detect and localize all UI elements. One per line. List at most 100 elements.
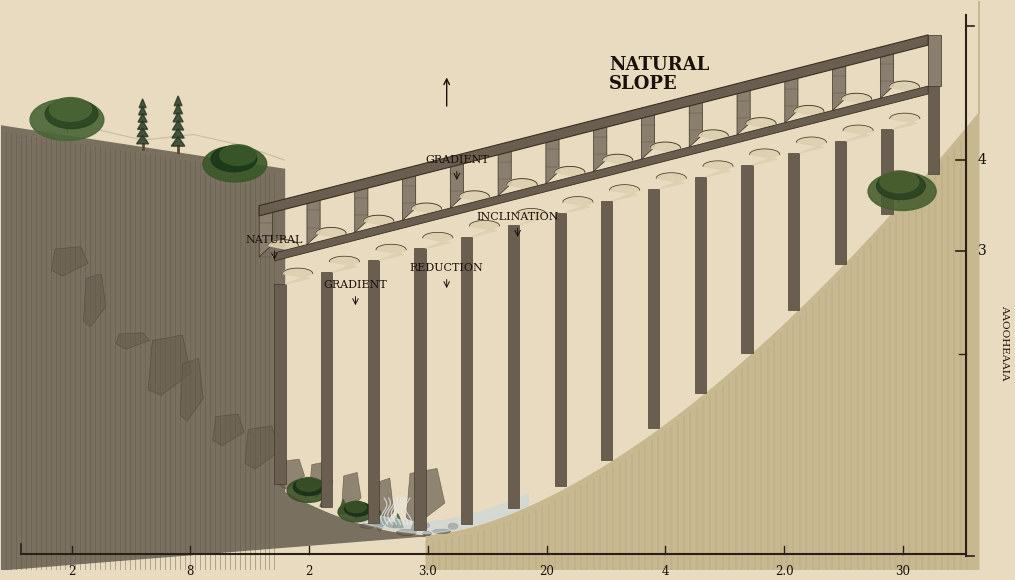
Circle shape: [219, 145, 256, 165]
Text: GRADIENT: GRADIENT: [324, 280, 388, 290]
Polygon shape: [139, 99, 146, 108]
Ellipse shape: [414, 522, 429, 529]
Polygon shape: [657, 173, 686, 189]
Text: 2: 2: [68, 566, 75, 578]
Polygon shape: [498, 144, 512, 196]
Circle shape: [868, 172, 936, 211]
Polygon shape: [259, 205, 272, 257]
Polygon shape: [609, 184, 639, 201]
Circle shape: [50, 97, 91, 121]
Polygon shape: [342, 472, 361, 514]
Ellipse shape: [432, 529, 451, 534]
Polygon shape: [310, 462, 333, 498]
Polygon shape: [375, 510, 385, 524]
Polygon shape: [881, 129, 892, 214]
Text: NATURAL
SLOPE: NATURAL SLOPE: [609, 56, 709, 93]
Circle shape: [30, 99, 104, 140]
Polygon shape: [411, 516, 421, 530]
Polygon shape: [354, 181, 367, 233]
Polygon shape: [689, 96, 702, 147]
Polygon shape: [451, 157, 464, 208]
Polygon shape: [338, 499, 348, 513]
Polygon shape: [212, 414, 245, 445]
Polygon shape: [602, 154, 632, 172]
Text: 4: 4: [662, 566, 669, 578]
Polygon shape: [245, 426, 279, 469]
Polygon shape: [422, 233, 453, 248]
Polygon shape: [797, 137, 826, 153]
Polygon shape: [834, 141, 845, 264]
Polygon shape: [737, 84, 750, 135]
Circle shape: [287, 478, 330, 502]
Polygon shape: [880, 47, 893, 98]
Text: 30: 30: [895, 566, 910, 578]
Circle shape: [293, 478, 324, 495]
Circle shape: [345, 502, 369, 516]
Polygon shape: [788, 153, 799, 310]
Circle shape: [211, 146, 257, 172]
Text: 8: 8: [187, 566, 194, 578]
Polygon shape: [1, 126, 426, 570]
Polygon shape: [181, 358, 203, 421]
Polygon shape: [363, 215, 394, 233]
Circle shape: [46, 99, 97, 129]
Ellipse shape: [360, 523, 377, 528]
Polygon shape: [274, 284, 285, 484]
Polygon shape: [329, 256, 359, 273]
Circle shape: [346, 501, 366, 513]
Text: INCLINATION: INCLINATION: [476, 212, 559, 222]
Polygon shape: [172, 136, 185, 146]
Polygon shape: [138, 121, 147, 129]
Polygon shape: [139, 106, 146, 115]
Polygon shape: [601, 201, 612, 459]
Polygon shape: [648, 189, 659, 428]
Text: 4: 4: [977, 153, 987, 167]
Polygon shape: [785, 71, 798, 122]
Polygon shape: [698, 130, 729, 147]
Polygon shape: [694, 177, 705, 393]
Polygon shape: [650, 142, 681, 160]
Polygon shape: [356, 505, 366, 520]
Polygon shape: [459, 191, 489, 208]
Polygon shape: [832, 59, 845, 110]
Polygon shape: [83, 274, 106, 327]
Ellipse shape: [375, 520, 383, 527]
Polygon shape: [741, 165, 752, 353]
Polygon shape: [506, 179, 537, 196]
Circle shape: [880, 171, 919, 193]
Polygon shape: [414, 248, 425, 530]
Polygon shape: [138, 114, 147, 122]
Polygon shape: [277, 459, 304, 489]
Polygon shape: [367, 260, 379, 523]
Polygon shape: [374, 478, 394, 531]
Polygon shape: [703, 161, 733, 177]
Polygon shape: [274, 86, 928, 261]
Polygon shape: [376, 244, 406, 260]
Circle shape: [203, 146, 267, 182]
Polygon shape: [173, 112, 183, 122]
Polygon shape: [594, 120, 607, 172]
Text: REDUCTION: REDUCTION: [410, 263, 483, 273]
Polygon shape: [469, 220, 499, 237]
Polygon shape: [928, 86, 939, 173]
Polygon shape: [321, 273, 332, 507]
Polygon shape: [461, 237, 472, 524]
Polygon shape: [282, 268, 313, 284]
Polygon shape: [889, 81, 920, 98]
Polygon shape: [307, 193, 320, 245]
Polygon shape: [320, 492, 330, 506]
Ellipse shape: [423, 531, 431, 536]
Polygon shape: [411, 203, 442, 220]
Polygon shape: [175, 96, 182, 106]
Polygon shape: [137, 135, 148, 144]
Polygon shape: [508, 224, 519, 508]
Ellipse shape: [448, 523, 458, 530]
Polygon shape: [403, 169, 416, 220]
Polygon shape: [890, 113, 920, 129]
Polygon shape: [841, 93, 872, 110]
Polygon shape: [116, 333, 149, 349]
Polygon shape: [173, 120, 184, 130]
Circle shape: [296, 477, 321, 491]
Polygon shape: [516, 209, 546, 224]
Polygon shape: [268, 240, 298, 257]
